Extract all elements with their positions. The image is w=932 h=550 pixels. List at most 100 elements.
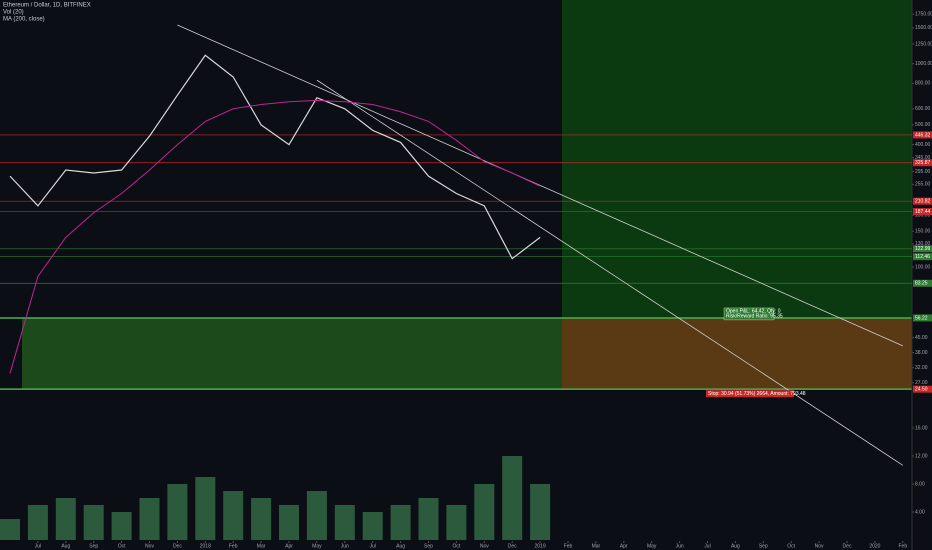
legend-entry: Vol (20) <box>3 10 24 16</box>
x-tick-label: Mar <box>257 543 266 549</box>
v-tick-label: 12.00 <box>915 453 928 459</box>
x-tick-label: Aug <box>731 543 740 549</box>
volume-bar <box>306 491 327 540</box>
price-label-bg <box>913 245 932 253</box>
price-label: 56.22 <box>915 315 928 321</box>
x-tick-label: Nov <box>815 543 824 549</box>
x-tick-label: Aug <box>396 543 405 549</box>
v-tick-label: 4.00 <box>915 509 925 515</box>
y-tick-label: 800.00 <box>915 81 931 87</box>
v-tick-label: 8.00 <box>915 481 925 487</box>
x-tick-label: 2020 <box>869 543 880 549</box>
y-tick-label: 1500.00 <box>915 25 932 31</box>
volume-bar <box>390 505 411 540</box>
entry-zone <box>22 317 562 390</box>
x-tick-label: Jun <box>676 543 684 549</box>
y-tick-label: 27.00 <box>915 380 928 386</box>
v-tick-label: 16.00 <box>915 425 928 431</box>
volume-bar <box>446 505 467 540</box>
x-tick-label: Oct <box>453 543 461 549</box>
x-tick-label: Apr <box>285 543 293 549</box>
x-tick-label: Oct <box>118 543 126 549</box>
y-tick-label: 255.00 <box>915 182 931 188</box>
volume-bar <box>223 491 244 540</box>
y-tick-label: 345.00 <box>915 155 931 161</box>
y-tick-label: 1250.00 <box>915 41 932 47</box>
y-tick-label: 130.00 <box>915 241 931 247</box>
y-tick-label: 38.00 <box>915 350 928 356</box>
price-label: 112.46 <box>915 254 930 260</box>
volume-bar <box>111 512 132 540</box>
x-tick-label: Sep <box>424 543 433 549</box>
y-tick-label: 45.00 <box>915 335 928 341</box>
price-label: 83.25 <box>915 281 928 287</box>
target-text: Open P&L: 64.42, Qty: 0 <box>726 308 781 314</box>
x-tick-label: Apr <box>620 543 628 549</box>
volume-bar <box>474 484 495 540</box>
y-tick-label: 500.00 <box>915 122 931 128</box>
stop-text: Stop: 30.94 (51.73%) 2664, Amount: 793.4… <box>708 391 806 397</box>
price-label-bg <box>913 197 932 205</box>
y-tick-label: 180.00 <box>915 212 931 218</box>
y-tick-label: 1750.00 <box>915 12 932 18</box>
volume-bar <box>167 484 188 540</box>
volume-bar <box>418 498 439 540</box>
price-label: 187.44 <box>915 209 931 215</box>
x-tick-label: May <box>312 543 322 549</box>
legend-entry: MA (200, close) <box>3 17 45 23</box>
x-tick-label: Dec <box>843 543 852 549</box>
x-tick-label: Feb <box>564 543 573 549</box>
x-tick-label: Aug <box>61 543 70 549</box>
x-tick-label: Mar <box>592 543 601 549</box>
trendline <box>316 79 904 466</box>
volume-bar <box>530 484 551 540</box>
x-tick-label: May <box>647 543 657 549</box>
volume-bar <box>195 477 216 540</box>
x-tick-label: Sep <box>89 543 98 549</box>
x-tick-label: Jul <box>35 543 41 549</box>
price-label-bg <box>913 385 932 393</box>
x-tick-label: Nov <box>480 543 489 549</box>
price-label-bg <box>913 131 932 139</box>
x-tick-label: Jul <box>704 543 710 549</box>
stop-zone <box>562 317 912 390</box>
volume-bar <box>83 505 104 540</box>
y-tick-label: 150.00 <box>915 229 931 235</box>
y-tick-label: 100.00 <box>915 264 931 270</box>
price-label: 122.99 <box>915 246 931 252</box>
volume-bar <box>251 498 272 540</box>
volume-bar <box>279 505 299 540</box>
volume-bar <box>55 498 76 540</box>
price-label: 210.82 <box>915 199 931 205</box>
volume-bar <box>362 512 383 540</box>
price-label-bg <box>913 253 932 261</box>
y-tick-label: 400.00 <box>915 142 931 148</box>
price-label-bg <box>913 159 932 167</box>
x-tick-label: Feb <box>229 543 238 549</box>
price-label-bg <box>913 279 932 287</box>
x-tick-label: Oct <box>787 543 795 549</box>
volume-bar <box>139 498 160 540</box>
target-zone <box>562 0 912 318</box>
y-tick-label: 1000.00 <box>915 61 932 67</box>
volume-bar <box>334 505 355 540</box>
price-label-bg <box>913 208 932 216</box>
price-label: 24.50 <box>915 387 928 393</box>
x-tick-label: Jun <box>341 543 349 549</box>
ratio-text: Risk/Reward Ratio: 95.35 <box>726 313 783 319</box>
x-tick-label: Dec <box>173 543 182 549</box>
volume-bar <box>27 505 48 540</box>
volume-bar <box>0 519 20 540</box>
price-label: 325.87 <box>915 160 931 166</box>
ma-line <box>9 99 541 374</box>
y-tick-label: 32.00 <box>915 365 928 371</box>
price-label-bg <box>913 314 932 322</box>
x-tick-label: Dec <box>508 543 517 549</box>
y-tick-label: 600.00 <box>915 106 931 112</box>
x-tick-label: Jul <box>369 543 375 549</box>
volume-bar <box>502 456 523 540</box>
x-tick-label: 2019 <box>535 543 546 549</box>
y-tick-label: 295.00 <box>915 169 931 175</box>
price-label: 446.32 <box>915 132 931 138</box>
